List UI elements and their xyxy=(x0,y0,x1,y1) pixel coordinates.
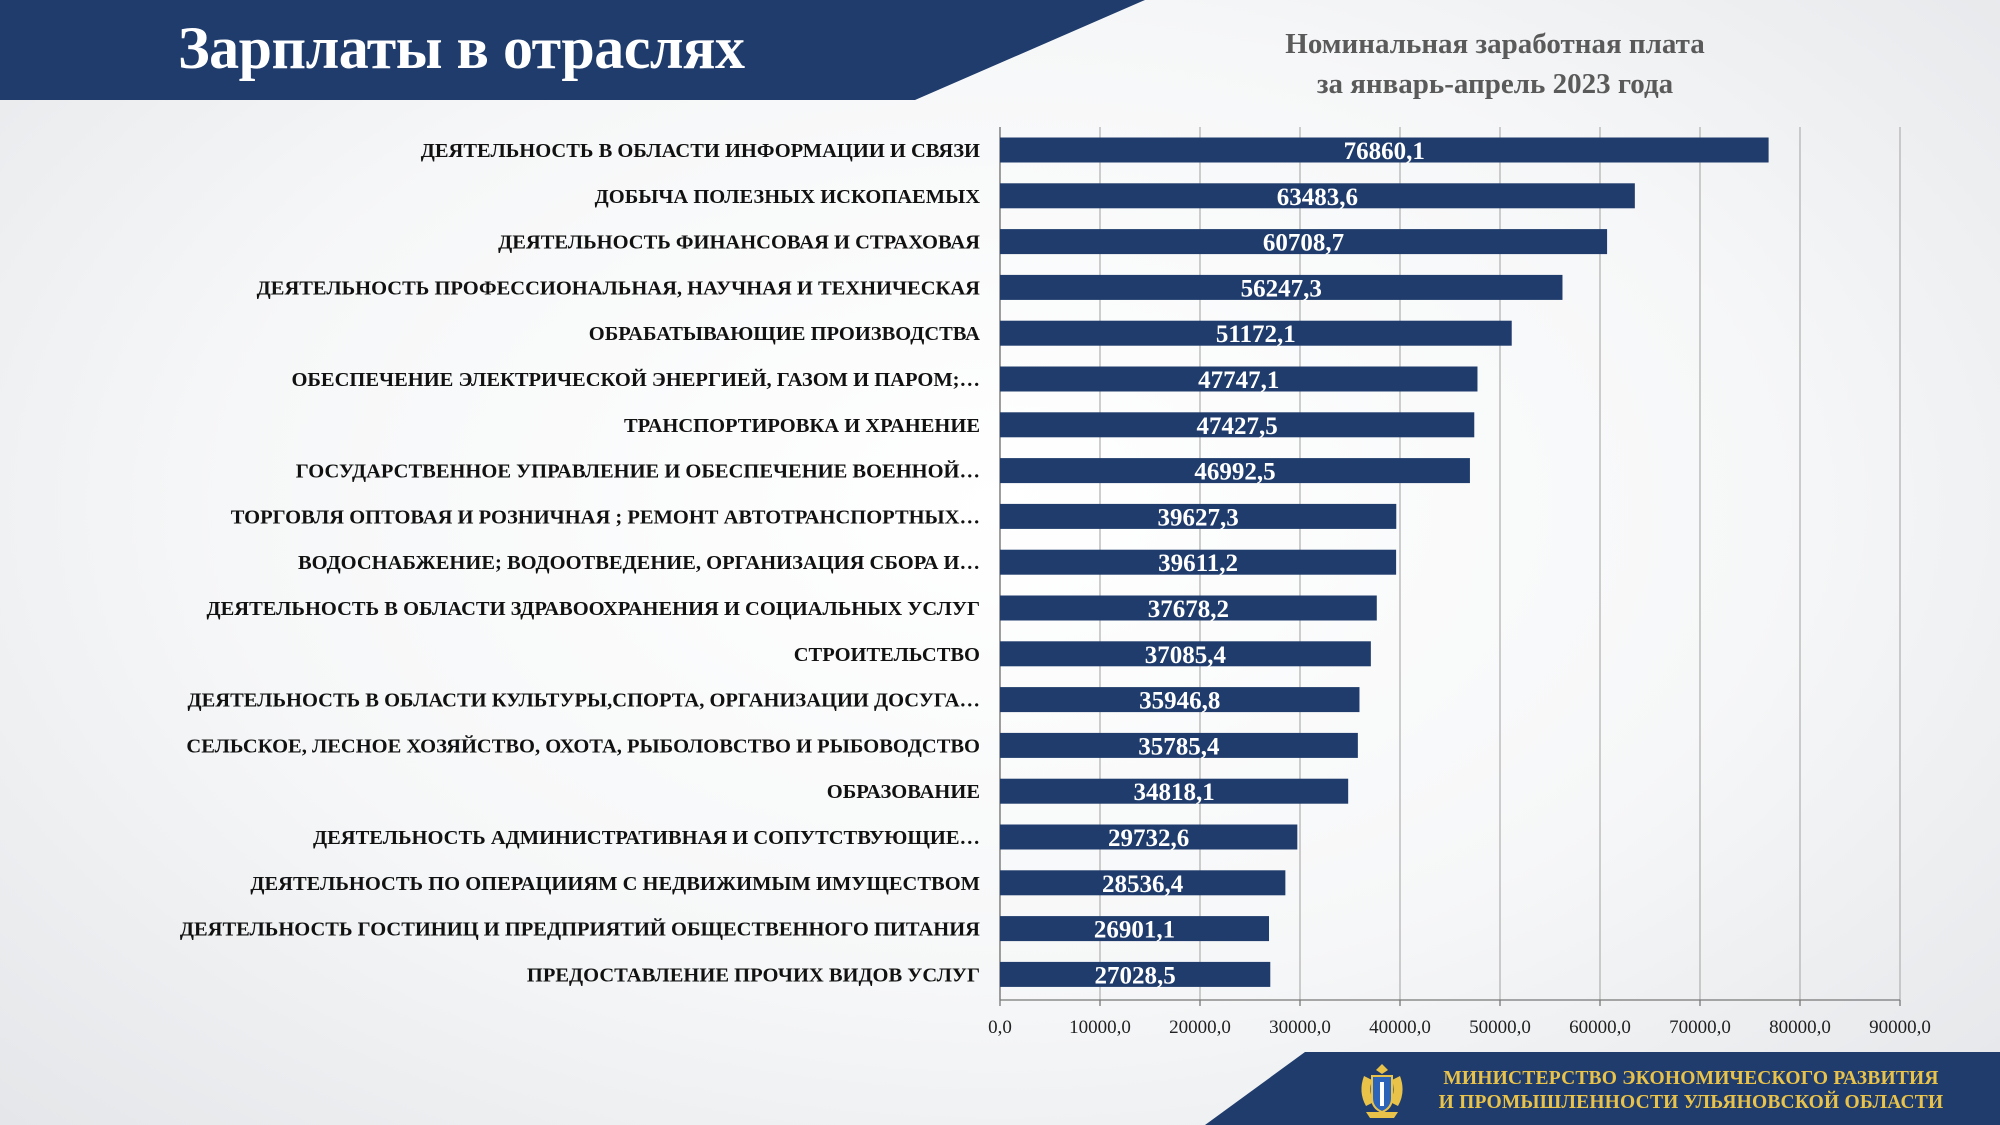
bar xyxy=(1000,916,1270,942)
bar-value-label: 28536,4 xyxy=(1102,871,1184,898)
bar-value-label: 37678,2 xyxy=(1148,596,1229,623)
bar xyxy=(1000,687,1360,713)
bar-value-label: 47747,1 xyxy=(1198,367,1279,394)
x-tick-label: 10000,0 xyxy=(1069,1017,1131,1038)
bar xyxy=(1000,732,1358,758)
ministry-name-line2: И ПРОМЫШЛЕННОСТИ УЛЬЯНОВСКОЙ ОБЛАСТИ xyxy=(1438,1092,1944,1113)
category-label: ВОДОСНАБЖЕНИЕ; ВОДООТВЕДЕНИЕ, ОРГАНИЗАЦИ… xyxy=(298,552,980,574)
category-label: ГОСУДАРСТВЕННОЕ УПРАВЛЕНИЕ И ОБЕСПЕЧЕНИЕ… xyxy=(296,460,980,483)
bar-value-label: 39611,2 xyxy=(1158,550,1238,577)
ministry-name-line1: МИНИСТЕРСТВО ЭКОНОМИЧЕСКОГО РАЗВИТИЯ xyxy=(1443,1068,1939,1089)
ministry-name: МИНИСТЕРСТВО ЭКОНОМИЧЕСКОГО РАЗВИТИЯ И П… xyxy=(1436,1067,1946,1115)
bar xyxy=(1000,183,1635,209)
bar xyxy=(1000,366,1478,392)
bar xyxy=(1000,778,1349,804)
category-label: ДЕЯТЕЛЬНОСТЬ ФИНАНСОВАЯ И СТРАХОВАЯ xyxy=(498,232,980,254)
page-title: Зарплаты в отраслях xyxy=(178,15,745,81)
coat-of-arms-icon xyxy=(1361,1064,1403,1118)
x-tick-label: 80000,0 xyxy=(1769,1017,1831,1038)
bar xyxy=(1000,137,1769,163)
bar xyxy=(1000,274,1563,300)
bar xyxy=(1000,549,1397,575)
category-label: ДЕЯТЕЛЬНОСТЬ В ОБЛАСТИ КУЛЬТУРЫ,СПОРТА, … xyxy=(188,690,980,712)
x-tick-label: 40000,0 xyxy=(1369,1017,1431,1038)
bar xyxy=(1000,961,1271,987)
category-label: ДЕЯТЕЛЬНОСТЬ ГОСТИНИЦ И ПРЕДПРИЯТИЙ ОБЩЕ… xyxy=(180,918,980,941)
bar-value-label: 26901,1 xyxy=(1094,917,1175,944)
bar xyxy=(1000,641,1371,667)
category-label: СЕЛЬСКОЕ, ЛЕСНОЕ ХОЗЯЙСТВО, ОХОТА, РЫБОЛ… xyxy=(186,734,980,757)
bar-value-label: 29732,6 xyxy=(1108,825,1189,852)
bar xyxy=(1000,320,1512,346)
bar-value-label: 27028,5 xyxy=(1095,962,1176,989)
category-label: ДЕЯТЕЛЬНОСТЬ ПО ОПЕРАЦИИЯМ С НЕДВИЖИМЫМ … xyxy=(250,873,980,895)
category-label: СТРОИТЕЛЬСТВО xyxy=(794,644,980,666)
bar-value-label: 47427,5 xyxy=(1197,413,1278,440)
bar-value-label: 51172,1 xyxy=(1216,321,1296,348)
bar xyxy=(1000,595,1377,621)
bar xyxy=(1000,412,1475,438)
category-label: ТОРГОВЛЯ ОПТОВАЯ И РОЗНИЧНАЯ ; РЕМОНТ АВ… xyxy=(231,506,980,528)
bar-value-label: 34818,1 xyxy=(1133,779,1214,806)
bar-value-label: 35946,8 xyxy=(1139,688,1220,715)
category-label: ДЕЯТЕЛЬНОСТЬ В ОБЛАСТИ ИНФОРМАЦИИ И СВЯЗ… xyxy=(421,140,980,162)
category-label: ПРЕДОСТАВЛЕНИЕ ПРОЧИХ ВИДОВ УСЛУГ xyxy=(527,964,980,986)
category-label: ОБЕСПЕЧЕНИЕ ЭЛЕКТРИЧЕСКОЙ ЭНЕРГИЕЙ, ГАЗО… xyxy=(291,368,980,391)
bar-value-label: 46992,5 xyxy=(1194,459,1275,486)
bar-value-label: 39627,3 xyxy=(1158,504,1239,531)
bar-value-label: 60708,7 xyxy=(1263,230,1344,257)
bar-value-label: 56247,3 xyxy=(1241,275,1322,302)
bar xyxy=(1000,503,1397,529)
chart-subtitle: Номинальная заработная плата за январь-а… xyxy=(1195,24,1795,104)
category-label: ДЕЯТЕЛЬНОСТЬ АДМИНИСТРАТИВНАЯ И СОПУТСТВ… xyxy=(313,827,980,849)
bar-value-label: 35785,4 xyxy=(1138,733,1220,760)
bar xyxy=(1000,458,1470,484)
bar-value-label: 63483,6 xyxy=(1277,184,1358,211)
x-tick-label: 20000,0 xyxy=(1169,1017,1231,1038)
category-label: ОБРАБАТЫВАЮЩИЕ ПРОИЗВОДСТВА xyxy=(589,323,980,345)
header-banner xyxy=(0,0,1145,100)
bar xyxy=(1000,824,1298,850)
category-label: ДЕЯТЕЛЬНОСТЬ В ОБЛАСТИ ЗДРАВООХРАНЕНИЯ И… xyxy=(206,598,980,620)
category-label: ДОБЫЧА ПОЛЕЗНЫХ ИСКОПАЕМЫХ xyxy=(595,186,981,208)
bar-value-label: 37085,4 xyxy=(1145,642,1227,669)
salary-bar-chart: 0,0 10000,0 20000,0 30000,0 40000,0 50000,0 60… xyxy=(180,127,1931,1038)
chart-subtitle-line1: Номинальная заработная плата xyxy=(1285,28,1705,60)
category-label: ДЕЯТЕЛЬНОСТЬ ПРОФЕССИОНАЛЬНАЯ, НАУЧНАЯ И… xyxy=(257,277,981,299)
bar-value-label: 76860,1 xyxy=(1344,138,1425,165)
x-tick-label: 30000,0 xyxy=(1269,1017,1331,1038)
x-tick-label: 90000,0 xyxy=(1869,1017,1931,1038)
category-label: ТРАНСПОРТИРОВКА И ХРАНЕНИЕ xyxy=(624,415,980,437)
x-tick-label: 70000,0 xyxy=(1669,1017,1731,1038)
x-tick-label: 0,0 xyxy=(988,1017,1012,1038)
bar xyxy=(1000,229,1608,255)
category-label: ОБРАЗОВАНИЕ xyxy=(827,781,980,803)
bar xyxy=(1000,870,1286,896)
x-tick-label: 50000,0 xyxy=(1469,1017,1531,1038)
chart-subtitle-line2: за январь-апрель 2023 года xyxy=(1316,68,1674,100)
x-tick-label: 60000,0 xyxy=(1569,1017,1631,1038)
